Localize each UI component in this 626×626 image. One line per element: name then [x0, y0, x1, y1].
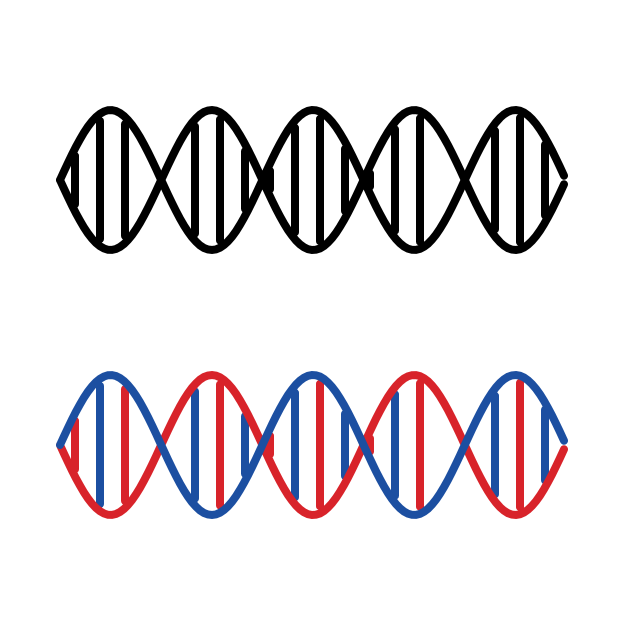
- canvas: [0, 0, 626, 626]
- dna-illustration: [0, 0, 626, 626]
- dna-black-icon: [60, 110, 564, 250]
- dna-color-icon: [60, 375, 564, 515]
